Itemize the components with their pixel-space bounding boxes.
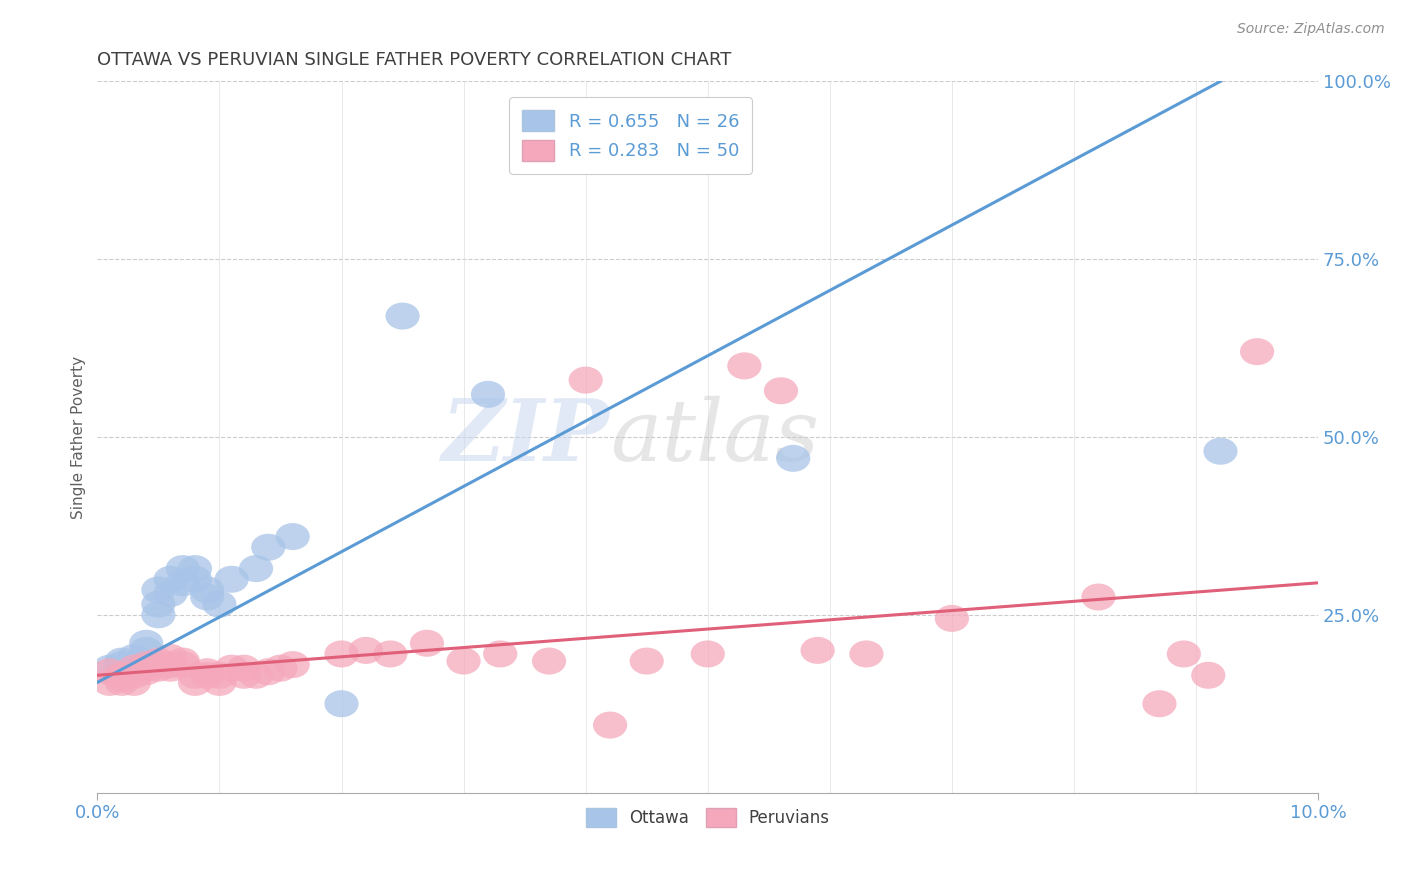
Ellipse shape (117, 669, 150, 696)
Ellipse shape (141, 648, 176, 674)
Ellipse shape (153, 580, 187, 607)
Ellipse shape (129, 655, 163, 681)
Ellipse shape (129, 630, 163, 657)
Ellipse shape (226, 662, 262, 689)
Ellipse shape (166, 651, 200, 678)
Ellipse shape (179, 566, 212, 593)
Ellipse shape (373, 640, 408, 667)
Ellipse shape (141, 601, 176, 628)
Ellipse shape (93, 669, 127, 696)
Ellipse shape (190, 662, 225, 689)
Ellipse shape (1081, 583, 1115, 610)
Ellipse shape (153, 644, 187, 671)
Ellipse shape (276, 523, 309, 550)
Ellipse shape (141, 655, 176, 681)
Ellipse shape (166, 555, 200, 582)
Ellipse shape (117, 644, 150, 671)
Ellipse shape (484, 640, 517, 667)
Ellipse shape (190, 576, 225, 604)
Ellipse shape (690, 640, 725, 667)
Ellipse shape (325, 640, 359, 667)
Ellipse shape (190, 583, 225, 610)
Ellipse shape (776, 445, 810, 472)
Ellipse shape (215, 655, 249, 681)
Ellipse shape (471, 381, 505, 408)
Ellipse shape (93, 658, 127, 685)
Ellipse shape (411, 630, 444, 657)
Ellipse shape (276, 651, 309, 678)
Ellipse shape (593, 712, 627, 739)
Ellipse shape (166, 569, 200, 597)
Ellipse shape (447, 648, 481, 674)
Ellipse shape (849, 640, 883, 667)
Ellipse shape (349, 637, 382, 664)
Ellipse shape (179, 555, 212, 582)
Text: ZIP: ZIP (443, 395, 610, 479)
Ellipse shape (800, 637, 835, 664)
Ellipse shape (153, 651, 187, 678)
Ellipse shape (226, 655, 262, 681)
Ellipse shape (141, 591, 176, 617)
Ellipse shape (93, 655, 127, 681)
Ellipse shape (190, 658, 225, 685)
Ellipse shape (531, 648, 567, 674)
Ellipse shape (1240, 338, 1274, 365)
Ellipse shape (117, 651, 150, 678)
Ellipse shape (1191, 662, 1226, 689)
Ellipse shape (239, 662, 273, 689)
Ellipse shape (1142, 690, 1177, 717)
Ellipse shape (117, 662, 150, 689)
Ellipse shape (129, 637, 163, 664)
Ellipse shape (325, 690, 359, 717)
Ellipse shape (166, 648, 200, 674)
Legend: Ottawa, Peruvians: Ottawa, Peruvians (579, 802, 837, 834)
Ellipse shape (568, 367, 603, 393)
Ellipse shape (239, 555, 273, 582)
Ellipse shape (1204, 438, 1237, 465)
Ellipse shape (153, 655, 187, 681)
Ellipse shape (179, 669, 212, 696)
Ellipse shape (104, 662, 139, 689)
Y-axis label: Single Father Poverty: Single Father Poverty (72, 355, 86, 518)
Ellipse shape (935, 605, 969, 632)
Text: Source: ZipAtlas.com: Source: ZipAtlas.com (1237, 22, 1385, 37)
Ellipse shape (202, 591, 236, 617)
Ellipse shape (263, 655, 298, 681)
Ellipse shape (129, 651, 163, 678)
Ellipse shape (252, 658, 285, 685)
Ellipse shape (153, 566, 187, 593)
Ellipse shape (104, 648, 139, 674)
Ellipse shape (727, 352, 762, 379)
Ellipse shape (179, 662, 212, 689)
Ellipse shape (215, 566, 249, 593)
Ellipse shape (104, 665, 139, 692)
Ellipse shape (117, 655, 150, 681)
Ellipse shape (202, 662, 236, 689)
Text: OTTAWA VS PERUVIAN SINGLE FATHER POVERTY CORRELATION CHART: OTTAWA VS PERUVIAN SINGLE FATHER POVERTY… (97, 51, 731, 69)
Ellipse shape (202, 669, 236, 696)
Ellipse shape (763, 377, 799, 404)
Ellipse shape (630, 648, 664, 674)
Ellipse shape (129, 658, 163, 685)
Ellipse shape (385, 302, 419, 329)
Text: atlas: atlas (610, 396, 820, 478)
Ellipse shape (252, 533, 285, 561)
Ellipse shape (141, 576, 176, 604)
Ellipse shape (104, 669, 139, 696)
Ellipse shape (1167, 640, 1201, 667)
Ellipse shape (104, 651, 139, 678)
